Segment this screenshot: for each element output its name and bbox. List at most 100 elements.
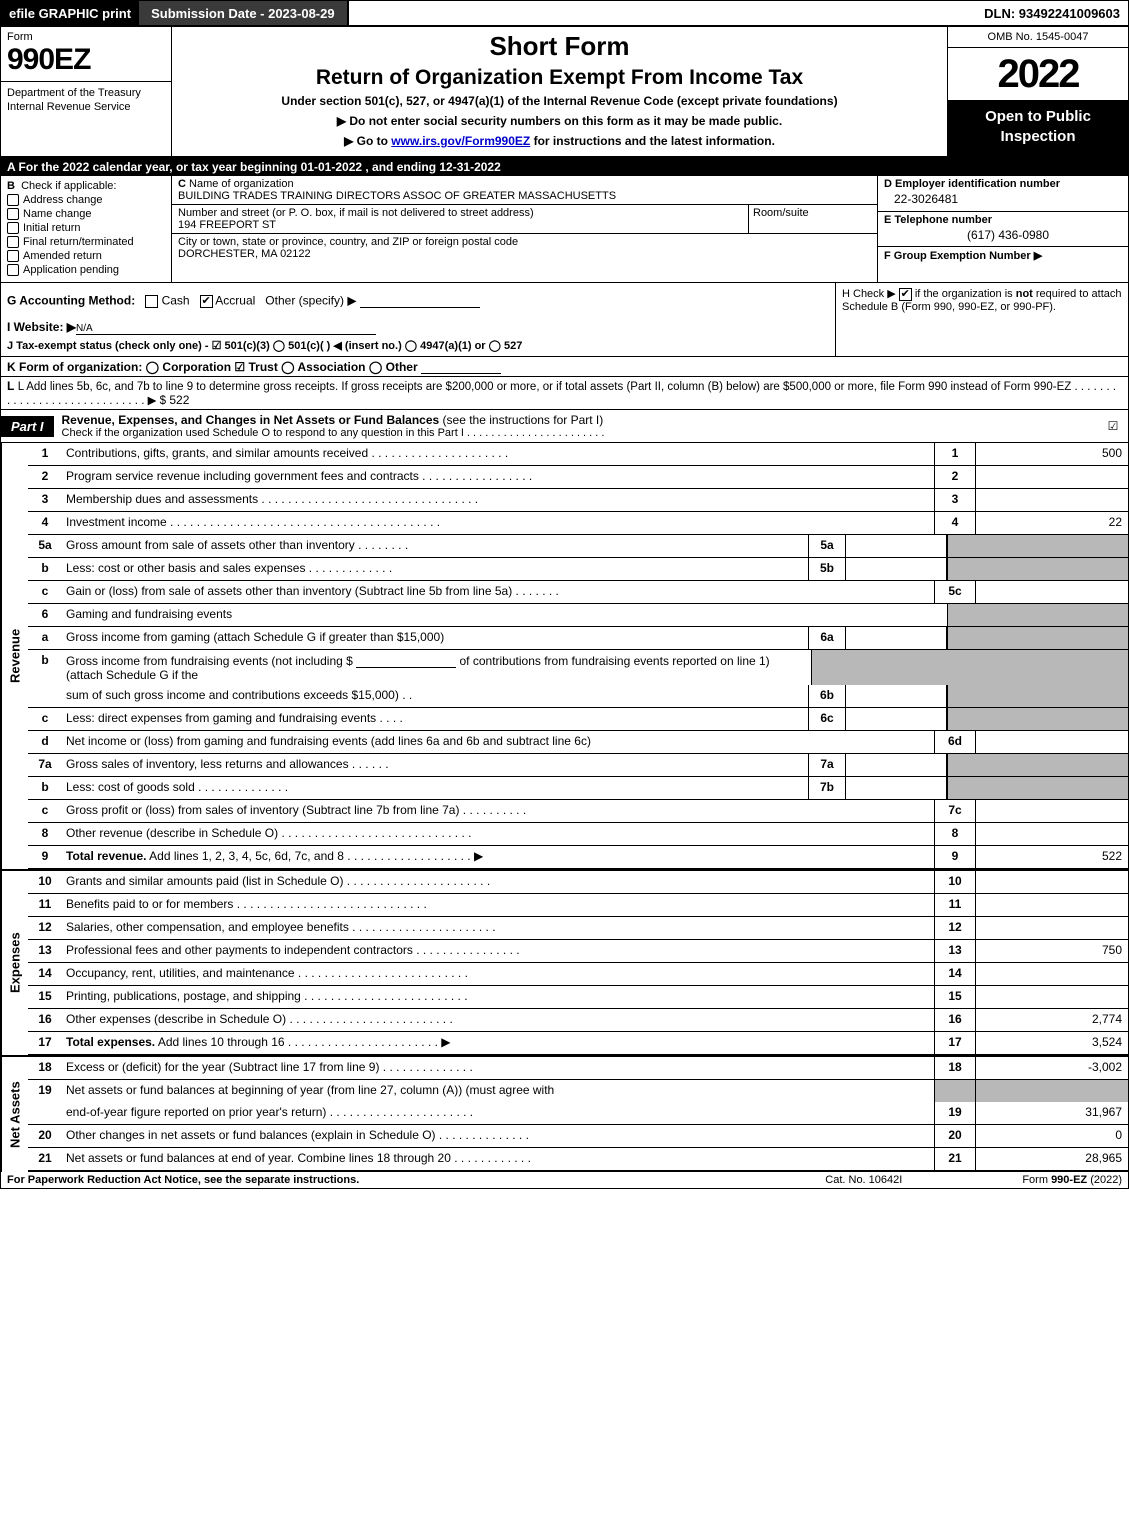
line-13-value: 750	[975, 940, 1128, 962]
note-goto: ▶ Go to www.irs.gov/Form990EZ for instru…	[182, 134, 937, 148]
checkbox-application-pending[interactable]: Application pending	[7, 264, 165, 276]
checkbox-final-return[interactable]: Final return/terminated	[7, 236, 165, 248]
table-row: dNet income or (loss) from gaming and fu…	[28, 731, 1128, 754]
line-4-value: 22	[975, 512, 1128, 534]
line-8-value	[975, 823, 1128, 845]
section-e: E Telephone number (617) 436-0980	[878, 212, 1128, 248]
table-row: 18Excess or (deficit) for the year (Subt…	[28, 1057, 1128, 1080]
line-6c-value	[846, 708, 947, 730]
table-row: 20Other changes in net assets or fund ba…	[28, 1125, 1128, 1148]
line-2-value	[975, 466, 1128, 488]
table-row: bLess: cost or other basis and sales exp…	[28, 558, 1128, 581]
form-number: 990EZ	[7, 45, 165, 75]
table-row: bLess: cost of goods sold . . . . . . . …	[28, 777, 1128, 800]
section-d: D Employer identification number 22-3026…	[878, 176, 1128, 212]
checkbox-icon	[7, 208, 19, 220]
line-15-value	[975, 986, 1128, 1008]
table-row: 21Net assets or fund balances at end of …	[28, 1148, 1128, 1172]
expenses-section: Expenses 10Grants and similar amounts pa…	[1, 869, 1128, 1055]
efile-print-label[interactable]: efile GRAPHIC print	[1, 1, 139, 25]
paperwork-notice: For Paperwork Reduction Act Notice, see …	[7, 1174, 825, 1186]
section-k: K Form of organization: ◯ Corporation ☑ …	[1, 357, 1128, 377]
table-row: cGain or (loss) from sale of assets othe…	[28, 581, 1128, 604]
section-b: B Check if applicable: Address change Na…	[1, 176, 172, 282]
line-10-value	[975, 871, 1128, 893]
checkbox-name-change[interactable]: Name change	[7, 208, 165, 220]
checkbox-sched-b[interactable]	[899, 288, 912, 301]
line-6d-value	[975, 731, 1128, 753]
line-6b-value	[846, 685, 947, 707]
checkbox-address-change[interactable]: Address change	[7, 194, 165, 206]
line-12-value	[975, 917, 1128, 939]
table-row: cLess: direct expenses from gaming and f…	[28, 708, 1128, 731]
line-3-value	[975, 489, 1128, 511]
table-row: 17Total expenses. Add lines 10 through 1…	[28, 1032, 1128, 1055]
checkbox-initial-return[interactable]: Initial return	[7, 222, 165, 234]
section-j: J Tax-exempt status (check only one) - ☑…	[7, 340, 522, 352]
table-row: 5aGross amount from sale of assets other…	[28, 535, 1128, 558]
line-20-value: 0	[975, 1125, 1128, 1147]
form-footer-label: Form 990-EZ (2022)	[1022, 1174, 1122, 1186]
table-row: 11Benefits paid to or for members . . . …	[28, 894, 1128, 917]
table-row: 19Net assets or fund balances at beginni…	[28, 1080, 1128, 1102]
section-f: F Group Exemption Number ▶	[878, 247, 1128, 282]
gh-row: G Accounting Method: Cash Accrual Other …	[1, 283, 1128, 357]
contributions-field[interactable]	[356, 653, 456, 668]
note-ssn: ▶ Do not enter social security numbers o…	[182, 114, 937, 128]
line-5a-value	[846, 535, 947, 557]
phone: (617) 436-0980	[884, 226, 1122, 242]
checkbox-icon	[7, 194, 19, 206]
table-row: 15Printing, publications, postage, and s…	[28, 986, 1128, 1009]
department-label: Department of the Treasury Internal Reve…	[7, 86, 165, 115]
checkbox-accrual[interactable]	[200, 295, 213, 308]
line-7a-value	[846, 754, 947, 776]
room-suite: Room/suite	[748, 205, 877, 233]
gross-receipts-value: 522	[169, 393, 189, 407]
address-row: Number and street (or P. O. box, if mail…	[172, 205, 877, 234]
catalog-number: Cat. No. 10642I	[825, 1174, 902, 1186]
other-org-field[interactable]	[421, 359, 501, 374]
line-5b-value	[846, 558, 947, 580]
section-c: C Name of organization BUILDING TRADES T…	[172, 176, 877, 282]
checkbox-icon	[7, 222, 19, 234]
line-1-value: 500	[975, 443, 1128, 465]
table-row: bGross income from fundraising events (n…	[28, 650, 1128, 685]
revenue-label: Revenue	[1, 443, 28, 869]
org-name: BUILDING TRADES TRAINING DIRECTORS ASSOC…	[178, 190, 616, 202]
table-row: cGross profit or (loss) from sales of in…	[28, 800, 1128, 823]
table-row: 9Total revenue. Add lines 1, 2, 3, 4, 5c…	[28, 846, 1128, 869]
revenue-section: Revenue 1Contributions, gifts, grants, a…	[1, 443, 1128, 869]
checkbox-amended-return[interactable]: Amended return	[7, 250, 165, 262]
website-field[interactable]: N/A	[76, 323, 376, 335]
line-a: A For the 2022 calendar year, or tax yea…	[1, 158, 1128, 176]
line-19-value: 31,967	[975, 1102, 1128, 1124]
form-container: efile GRAPHIC print Submission Date - 20…	[0, 0, 1129, 1189]
subtitle: Under section 501(c), 527, or 4947(a)(1)…	[182, 94, 937, 108]
section-l: L L Add lines 5b, 6c, and 7b to line 9 t…	[1, 377, 1128, 410]
header-left: Form 990EZ Department of the Treasury In…	[1, 27, 172, 156]
bcdef-row: B Check if applicable: Address change Na…	[1, 176, 1128, 283]
header-center: Short Form Return of Organization Exempt…	[172, 27, 948, 156]
table-row: 3Membership dues and assessments . . . .…	[28, 489, 1128, 512]
top-bar: efile GRAPHIC print Submission Date - 20…	[1, 1, 1128, 27]
section-g-i-j: G Accounting Method: Cash Accrual Other …	[1, 283, 835, 356]
title-return-exempt: Return of Organization Exempt From Incom…	[182, 66, 937, 90]
omb-number: OMB No. 1545-0047	[948, 27, 1128, 48]
other-specify-field[interactable]	[360, 293, 480, 308]
table-row: 13Professional fees and other payments t…	[28, 940, 1128, 963]
org-name-cell: C Name of organization BUILDING TRADES T…	[172, 176, 877, 205]
table-row: 4Investment income . . . . . . . . . . .…	[28, 512, 1128, 535]
table-row: 12Salaries, other compensation, and empl…	[28, 917, 1128, 940]
line-5c-value	[975, 581, 1128, 603]
irs-link[interactable]: www.irs.gov/Form990EZ	[391, 134, 530, 148]
table-row: end-of-year figure reported on prior yea…	[28, 1102, 1128, 1125]
table-row: 16Other expenses (describe in Schedule O…	[28, 1009, 1128, 1032]
city-cell: City or town, state or province, country…	[172, 234, 877, 282]
table-row: 14Occupancy, rent, utilities, and mainte…	[28, 963, 1128, 986]
form-header: Form 990EZ Department of the Treasury In…	[1, 27, 1128, 158]
part-1-checkbox[interactable]: ☑	[1098, 419, 1128, 433]
open-to-public: Open to Public Inspection	[948, 101, 1128, 156]
net-assets-section: Net Assets 18Excess or (deficit) for the…	[1, 1055, 1128, 1172]
header-right: OMB No. 1545-0047 2022 Open to Public In…	[948, 27, 1128, 156]
checkbox-cash[interactable]	[145, 295, 158, 308]
